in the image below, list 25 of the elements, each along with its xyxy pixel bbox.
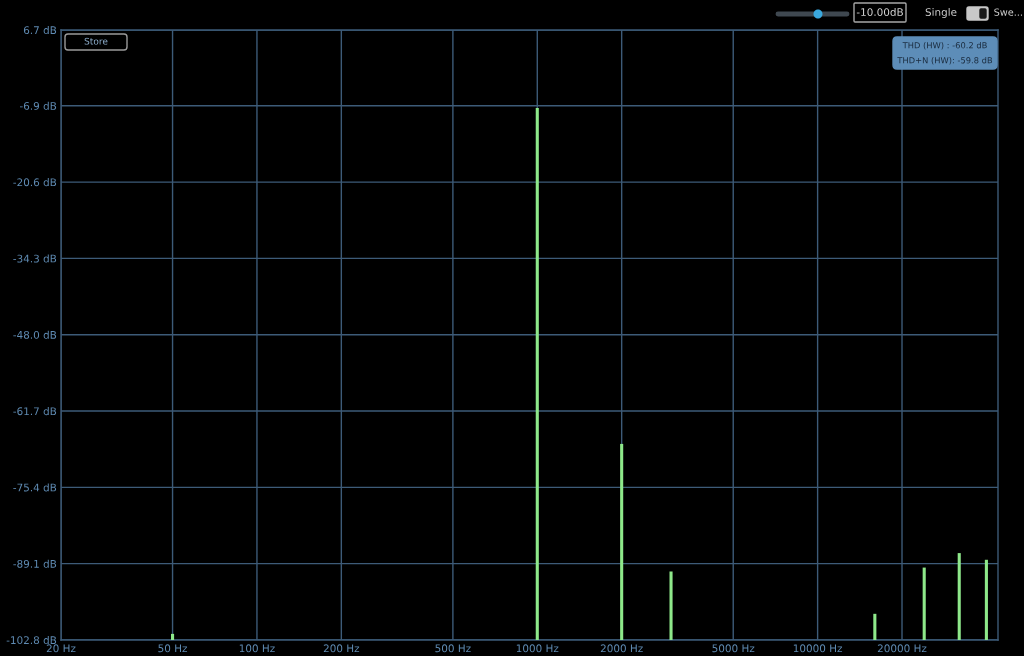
text: -10.00dB [856, 7, 903, 17]
annotation: THD (HW) : -60.2 dB [902, 41, 987, 50]
text: Single [925, 7, 957, 19]
y-tick-label: -75.4 dB [13, 483, 57, 492]
x-tick-label: 100 Hz [239, 644, 275, 653]
y-tick-label: -20.6 dB [13, 178, 57, 187]
x-tick-label: 200 Hz [323, 644, 360, 653]
x-tick-label: 500 Hz [435, 644, 471, 653]
y-tick-label: 6.7 dB [23, 26, 57, 35]
x-tick-label: 1000 Hz [516, 644, 559, 653]
x-tick-label: 5000 Hz [712, 644, 755, 653]
annotation: THD+N (HW): -59.8 dB [897, 56, 993, 65]
x-tick-label: 10000 Hz [793, 644, 843, 653]
y-tick-label: -6.9 dB [19, 101, 57, 110]
x-tick-label: 20 Hz [46, 644, 76, 653]
y-tick-label: -48.0 dB [13, 330, 57, 339]
y-tick-label: -89.1 dB [13, 559, 57, 568]
y-tick-label: -61.7 dB [13, 407, 57, 416]
x-tick-label: 50 Hz [158, 644, 188, 653]
x-tick-label: 2000 Hz [600, 644, 643, 653]
y-tick-label: -102.8 dB [6, 636, 57, 645]
x-tick-label: 20000 Hz [877, 644, 927, 653]
annotation: Store [84, 37, 108, 45]
y-tick-label: -34.3 dB [13, 254, 57, 263]
text: Swe... [994, 8, 1022, 16]
